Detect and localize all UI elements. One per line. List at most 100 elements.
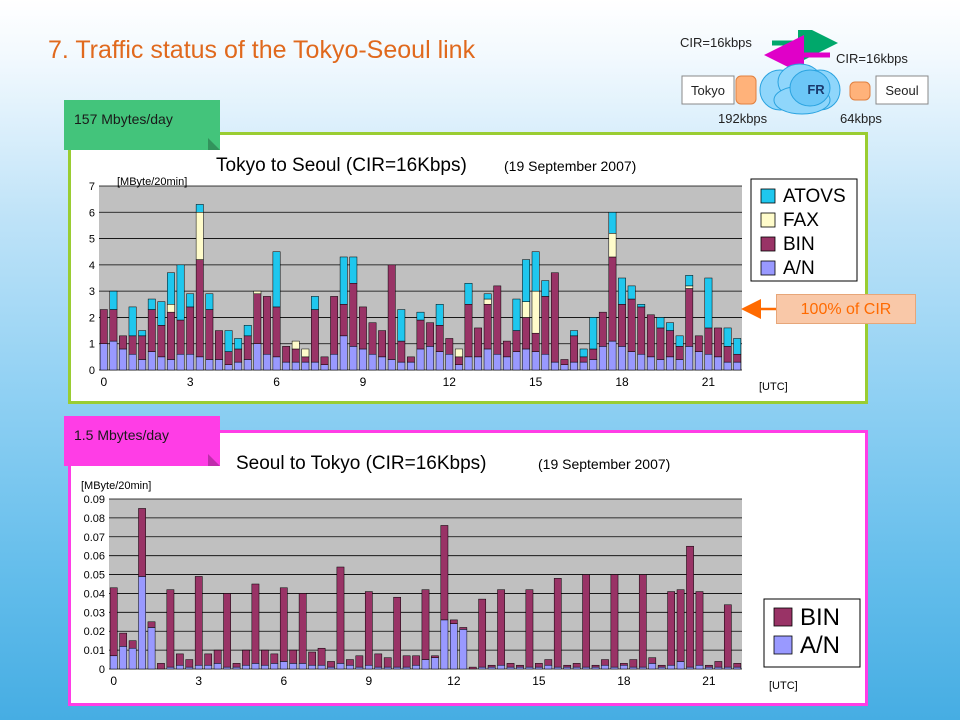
cir-right-label: CIR=16kbps bbox=[836, 51, 908, 66]
tokyo-to-seoul-chart: Tokyo to Seoul (CIR=16Kbps) (19 September… bbox=[89, 155, 858, 393]
bar-segment bbox=[435, 325, 444, 352]
bar-segment bbox=[610, 574, 619, 668]
frame-relay-cloud-icon bbox=[759, 63, 841, 115]
bar-segment bbox=[407, 361, 415, 371]
bar-segment bbox=[591, 664, 600, 668]
bar-segment bbox=[272, 251, 281, 308]
bar-segment bbox=[714, 327, 722, 358]
bar-segment bbox=[194, 576, 203, 666]
bar-segment bbox=[694, 335, 703, 352]
bar-segment bbox=[205, 293, 214, 310]
fr-label: FR bbox=[807, 82, 825, 97]
bar-segment bbox=[195, 356, 204, 371]
bar-segment bbox=[695, 664, 704, 670]
bar-segment bbox=[627, 285, 636, 300]
bar-segment bbox=[656, 317, 665, 329]
bar-segment bbox=[553, 578, 562, 668]
bar-segment bbox=[541, 296, 550, 355]
bar-segment bbox=[339, 304, 348, 337]
bar-segment bbox=[497, 664, 505, 670]
bar-segment bbox=[147, 627, 156, 670]
bar-segment bbox=[714, 666, 723, 670]
bar-segment bbox=[637, 306, 646, 355]
y-tick-label: 3 bbox=[89, 286, 95, 298]
bar-segment bbox=[627, 298, 636, 352]
tokyo-box bbox=[681, 75, 735, 105]
bar-segment bbox=[656, 327, 665, 360]
bar-segment bbox=[147, 309, 156, 352]
bar-segment bbox=[685, 346, 694, 371]
bar-segment bbox=[572, 663, 581, 668]
bar-segment bbox=[128, 647, 137, 670]
bar-segment bbox=[339, 256, 348, 305]
bar-segment bbox=[339, 335, 348, 371]
bar-segment bbox=[502, 356, 511, 371]
bar-segment bbox=[506, 663, 515, 668]
bar-segment bbox=[272, 356, 281, 371]
bar-segment bbox=[223, 666, 231, 670]
bar-segment bbox=[629, 666, 638, 670]
bar-segment bbox=[589, 348, 598, 360]
bar-segment bbox=[119, 348, 127, 371]
bar-segment bbox=[598, 346, 607, 371]
y-tick-label: 0.02 bbox=[84, 626, 105, 638]
bar-segment bbox=[213, 663, 222, 670]
bar-segment bbox=[544, 659, 553, 666]
bar-segment bbox=[289, 649, 298, 664]
bar-segment bbox=[374, 666, 383, 670]
bar-segment bbox=[194, 664, 203, 670]
bar-segment bbox=[608, 340, 617, 371]
seoul-to-tokyo-chart-panel: Seoul to Tokyo (CIR=16Kbps) (19 September… bbox=[68, 430, 868, 706]
bar-segment bbox=[234, 348, 243, 363]
bar-segment bbox=[483, 293, 492, 300]
bar-segment bbox=[570, 335, 578, 363]
bar-segment bbox=[440, 619, 449, 670]
bar-segment bbox=[468, 666, 477, 670]
bar-segment bbox=[263, 296, 271, 355]
y-tick-label: 0 bbox=[99, 664, 105, 676]
bar-segment bbox=[167, 311, 175, 360]
bar-segment bbox=[204, 664, 213, 670]
bar-segment bbox=[676, 589, 685, 662]
bar-segment bbox=[431, 657, 439, 670]
bar-segment bbox=[402, 666, 411, 670]
legend-label: A/N bbox=[783, 258, 815, 279]
bar-segment bbox=[723, 666, 732, 670]
bar-segment bbox=[531, 351, 540, 371]
bar-segment bbox=[282, 346, 291, 363]
bar-segment bbox=[686, 666, 694, 670]
bar-segment bbox=[298, 593, 307, 664]
bar-segment bbox=[657, 664, 666, 668]
bar-segment bbox=[167, 359, 175, 371]
legend-label: A/N bbox=[800, 632, 840, 659]
x-tick-label: 0 bbox=[100, 375, 107, 389]
bar-segment bbox=[224, 330, 233, 352]
y-tick-label: 7 bbox=[89, 181, 95, 193]
bar-segment bbox=[279, 661, 288, 670]
tokyo-to-seoul-volume-badge: 157 Mbytes/day bbox=[64, 100, 220, 150]
bar-segment bbox=[464, 283, 473, 305]
chart-title: Seoul to Tokyo (CIR=16Kbps) bbox=[236, 453, 486, 474]
bar-segment bbox=[166, 666, 175, 670]
bar-segment bbox=[704, 277, 713, 329]
bar-segment bbox=[378, 356, 387, 371]
bar-segment bbox=[186, 353, 195, 371]
bar-segment bbox=[195, 204, 204, 213]
bar-segment bbox=[493, 353, 502, 371]
bar-segment bbox=[205, 309, 214, 360]
bar-segment bbox=[666, 330, 674, 358]
legend-swatch bbox=[773, 635, 793, 655]
bar-segment bbox=[522, 259, 530, 302]
bar-segment bbox=[195, 259, 204, 358]
bar-segment bbox=[176, 664, 184, 670]
bar-segment bbox=[176, 319, 185, 355]
bar-segment bbox=[138, 359, 147, 371]
bar-segment bbox=[320, 356, 329, 365]
network-diagram: CIR=16kbps CIR=16kbps Tokyo FR Seoul 192… bbox=[670, 30, 940, 130]
bar-segment bbox=[560, 364, 569, 371]
bar-segment bbox=[648, 663, 657, 670]
bar-segment bbox=[421, 589, 430, 660]
seoul-link-cylinder bbox=[849, 81, 871, 101]
y-tick-label: 0.08 bbox=[84, 513, 105, 525]
bar-segment bbox=[397, 361, 406, 371]
